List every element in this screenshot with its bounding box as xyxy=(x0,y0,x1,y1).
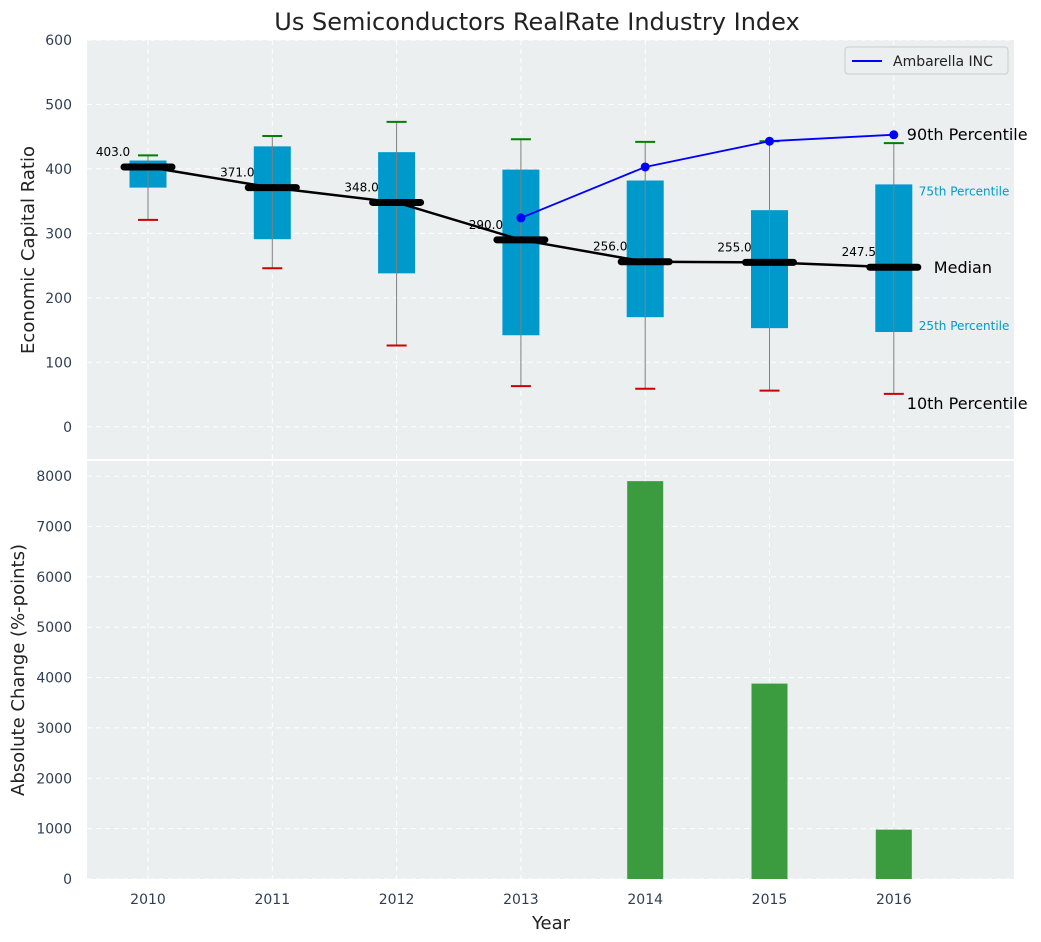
top-y-tick: 100 xyxy=(45,355,72,371)
company-point-2015 xyxy=(765,136,774,146)
x-tick-2015: 2015 xyxy=(752,892,788,908)
x-tick-2010: 2010 xyxy=(130,892,166,908)
annotation-25th: 25th Percentile xyxy=(919,319,1010,333)
top-y-tick: 500 xyxy=(45,97,72,113)
legend: Ambarella INC xyxy=(844,46,1009,75)
legend-box xyxy=(844,46,1009,75)
x-tick-2016: 2016 xyxy=(876,892,912,908)
bar-2014 xyxy=(627,481,664,879)
annotation-10th: 10th Percentile xyxy=(907,394,1028,413)
annotation-75th: 75th Percentile xyxy=(919,184,1010,198)
median-label-2011: 371.0 xyxy=(220,166,254,180)
bar-group xyxy=(627,481,912,879)
company-point-2016 xyxy=(889,130,899,140)
median-label-2014: 256.0 xyxy=(593,240,627,254)
x-tick-2013: 2013 xyxy=(503,892,539,908)
chart-title: Us Semiconductors RealRate Industry Inde… xyxy=(274,8,799,36)
company-point-2014 xyxy=(640,162,650,172)
bottom-y-tick: 6000 xyxy=(36,570,72,586)
top-y-tick: 300 xyxy=(45,226,72,242)
bar-2015 xyxy=(751,683,788,879)
x-tick-2012: 2012 xyxy=(379,892,415,908)
top-y-axis-label: Economic Capital Ratio xyxy=(18,146,39,354)
bottom-y-tick: 4000 xyxy=(36,671,72,687)
company-series-group xyxy=(516,130,899,223)
median-label-2015: 255.0 xyxy=(717,240,751,254)
median-label-2016: 247.5 xyxy=(842,245,876,259)
top-y-tick: 200 xyxy=(45,291,72,307)
company-line xyxy=(520,133,894,219)
bottom-y-tick: 7000 xyxy=(36,519,72,535)
top-y-tick: 0 xyxy=(63,420,72,436)
company-point-2013 xyxy=(516,213,526,223)
bottom-y-tick: 3000 xyxy=(36,721,72,737)
bar-2016 xyxy=(875,829,912,879)
bottom-y-tick: 0 xyxy=(63,872,72,888)
median-line-group: 403.0 371.0 348.0 290.0 256.0 255.0 247.5 xyxy=(96,145,922,271)
bottom-panel-background xyxy=(87,461,1014,879)
legend-label-ambarella: Ambarella INC xyxy=(893,54,993,70)
bottom-y-tick: 1000 xyxy=(36,822,72,838)
annotation-median: Median xyxy=(934,258,992,277)
x-tick-2014: 2014 xyxy=(627,892,663,908)
x-tick-labels: 2010 2011 2012 2013 2014 2015 2016 xyxy=(130,892,912,908)
median-label-2010: 403.0 xyxy=(96,145,130,159)
top-y-tick-labels: 0 100 200 300 400 500 600 xyxy=(45,33,72,436)
x-tick-2011: 2011 xyxy=(254,892,290,908)
top-y-tick: 400 xyxy=(45,162,72,178)
bottom-y-tick: 8000 xyxy=(36,469,72,485)
annotation-90th: 90th Percentile xyxy=(907,125,1028,144)
bottom-y-tick: 5000 xyxy=(36,620,72,636)
bottom-y-axis-label: Absolute Change (%-points) xyxy=(8,544,29,796)
top-panel-background xyxy=(87,40,1014,459)
top-y-tick: 600 xyxy=(45,33,72,49)
bottom-y-tick: 2000 xyxy=(36,771,72,787)
x-axis-label: Year xyxy=(531,913,571,934)
median-label-2013: 290.0 xyxy=(469,218,503,232)
median-label-2012: 348.0 xyxy=(344,180,378,194)
bottom-y-tick-labels: 0 1000 2000 3000 4000 5000 6000 7000 8000 xyxy=(36,469,72,888)
percentile-annotations: 90th Percentile 75th Percentile Median 25th… xyxy=(907,125,1028,413)
